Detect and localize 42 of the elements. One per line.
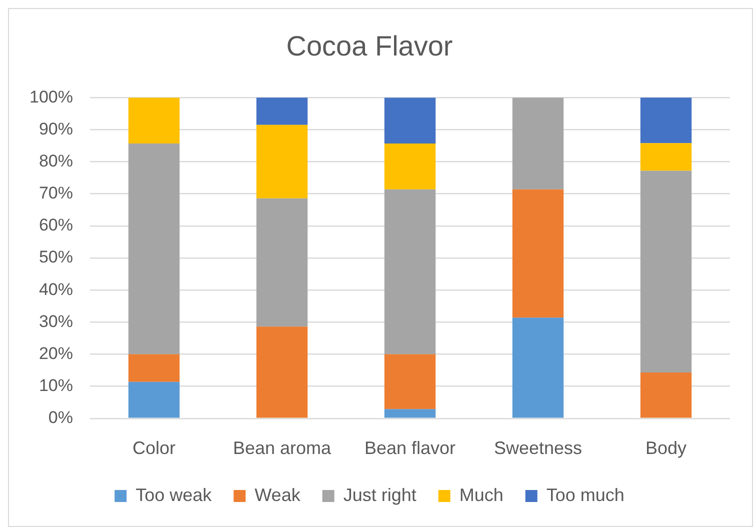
bar xyxy=(640,372,692,418)
bar xyxy=(384,189,436,354)
x-tick-label: Body xyxy=(645,438,687,458)
bar xyxy=(512,318,564,418)
legend-label: Too weak xyxy=(136,484,213,505)
bar xyxy=(512,189,564,318)
y-tick-label: 40% xyxy=(38,280,73,299)
bar xyxy=(256,326,308,418)
y-tick-label: 0% xyxy=(48,408,73,428)
bar xyxy=(128,382,180,418)
y-tick-label: 70% xyxy=(38,184,73,203)
bar xyxy=(128,354,180,382)
bar xyxy=(640,143,692,171)
bar xyxy=(384,98,436,144)
x-tick-label: Color xyxy=(132,438,176,458)
y-tick-label: 60% xyxy=(38,216,73,235)
bar xyxy=(384,143,436,190)
x-tick-label: Bean flavor xyxy=(364,438,456,458)
y-tick-label: 90% xyxy=(38,119,73,138)
y-tick-label: 100% xyxy=(30,87,73,106)
bar xyxy=(256,124,308,198)
bar xyxy=(128,143,180,354)
y-tick-label: 10% xyxy=(38,376,73,396)
bar xyxy=(640,98,692,144)
x-tick-label: Bean aroma xyxy=(232,438,332,458)
y-tick-label: 30% xyxy=(38,312,73,331)
bar xyxy=(512,98,564,190)
bar xyxy=(256,198,308,327)
bar xyxy=(256,98,308,125)
bar xyxy=(384,409,436,418)
chart-title: Cocoa Flavor xyxy=(286,30,453,62)
legend-label: Much xyxy=(459,484,504,505)
bar xyxy=(640,170,692,373)
legend-label: Weak xyxy=(254,484,302,505)
y-tick-label: 50% xyxy=(38,248,73,267)
y-tick-label: 80% xyxy=(38,151,73,170)
x-tick-label: Sweetness xyxy=(494,438,582,458)
bar xyxy=(384,354,436,410)
legend-label: Just right xyxy=(343,484,416,505)
y-tick-label: 20% xyxy=(38,344,73,363)
bar xyxy=(128,98,180,144)
legend-label: Too much xyxy=(546,484,624,505)
